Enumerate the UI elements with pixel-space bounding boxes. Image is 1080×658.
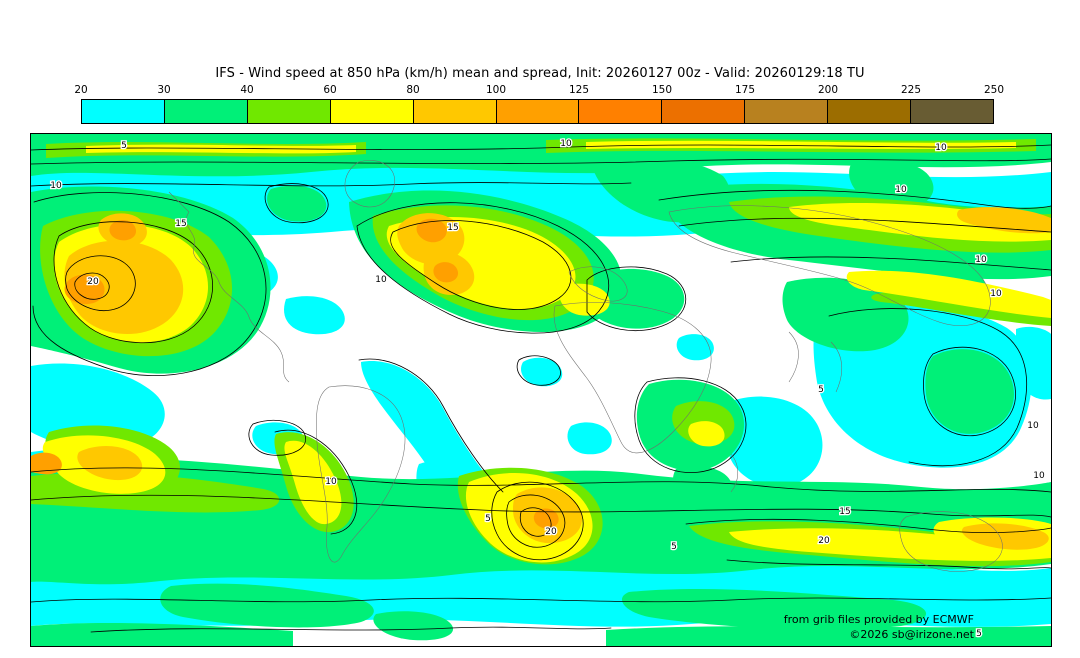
contour-label: 10 — [1027, 421, 1039, 431]
colorbar-segment — [911, 100, 993, 123]
wind-map: 5 10 10 10 15 20 15 10 10 10 5 10 10 5 5 20 15 10 10 20 5 fr… — [30, 133, 1052, 647]
colorbar-tick-label: 200 — [817, 84, 839, 96]
colorbar-tick-label: 60 — [323, 84, 337, 96]
contour-label: 10 — [895, 185, 907, 195]
attribution-copyright: ©2026 sb@irizone.net — [849, 628, 974, 641]
contour-label: 10 — [375, 275, 387, 285]
colorbar-segment — [164, 100, 248, 123]
contour-label-layer: 5 10 10 10 15 20 15 10 10 10 5 10 10 5 5 20 15 10 10 20 5 — [49, 138, 1046, 641]
attribution: from grib files provided by ECMWF ©2026 … — [784, 612, 974, 642]
contour-label: 10 — [935, 143, 947, 153]
colorbar-tick-label: 80 — [406, 84, 420, 96]
colorbar-tick-label: 175 — [734, 84, 756, 96]
colorbar-tick-label: 150 — [651, 84, 673, 96]
attribution-source: from grib files provided by ECMWF — [783, 613, 974, 626]
contour-label: 5 — [671, 542, 677, 552]
colorbar-tick-label: 20 — [74, 84, 88, 96]
colorbar-legend: 20 30 40 60 80 100 125 150 175 200 225 250 — [74, 84, 1004, 124]
spread-contour-lines — [31, 144, 1051, 633]
colorbar-segment — [330, 100, 414, 123]
contour-label: 10 — [560, 139, 572, 149]
colorbar-tick-label: 40 — [240, 84, 254, 96]
wind-field-plot: 5 10 10 10 15 20 15 10 10 10 5 10 10 5 5 20 15 10 10 20 5 — [31, 134, 1051, 646]
colorbar-tick-label: 250 — [983, 84, 1005, 96]
colorbar-segment — [662, 100, 746, 123]
colorbar-tick-label: 100 — [485, 84, 507, 96]
colorbar-tick-row: 20 30 40 60 80 100 125 150 175 200 225 250 — [74, 84, 1004, 99]
contour-label: 10 — [325, 477, 337, 487]
colorbar-segment — [579, 100, 663, 123]
contour-label: 5 — [121, 141, 127, 151]
contour-label: 10 — [50, 181, 62, 191]
colorbar-segment — [82, 100, 165, 123]
colorbar-segment — [496, 100, 580, 123]
colorbar-segment — [745, 100, 829, 123]
coastlines — [168, 160, 1003, 572]
colorbar-tick-label: 125 — [568, 84, 590, 96]
contour-label: 15 — [175, 219, 186, 229]
contour-label: 5 — [818, 385, 824, 395]
contour-label: 15 — [839, 507, 850, 517]
colorbar-segment — [828, 100, 912, 123]
colorbar-segment — [413, 100, 497, 123]
contour-label: 5 — [976, 629, 982, 639]
wind-speed-fill-layer — [31, 134, 1051, 646]
contour-label: 10 — [990, 289, 1002, 299]
colorbar-bar — [81, 99, 994, 124]
colorbar-tick-label: 225 — [900, 84, 922, 96]
contour-label: 20 — [87, 277, 99, 287]
contour-label: 10 — [975, 255, 987, 265]
contour-label: 10 — [1033, 471, 1045, 481]
chart-title: IFS - Wind speed at 850 hPa (km/h) mean … — [215, 66, 865, 81]
colorbar-tick-label: 30 — [157, 84, 171, 96]
colorbar-segment — [247, 100, 331, 123]
contour-label: 5 — [485, 514, 491, 524]
contour-label: 20 — [545, 527, 557, 537]
contour-label: 20 — [818, 536, 830, 546]
contour-label: 15 — [447, 223, 458, 233]
